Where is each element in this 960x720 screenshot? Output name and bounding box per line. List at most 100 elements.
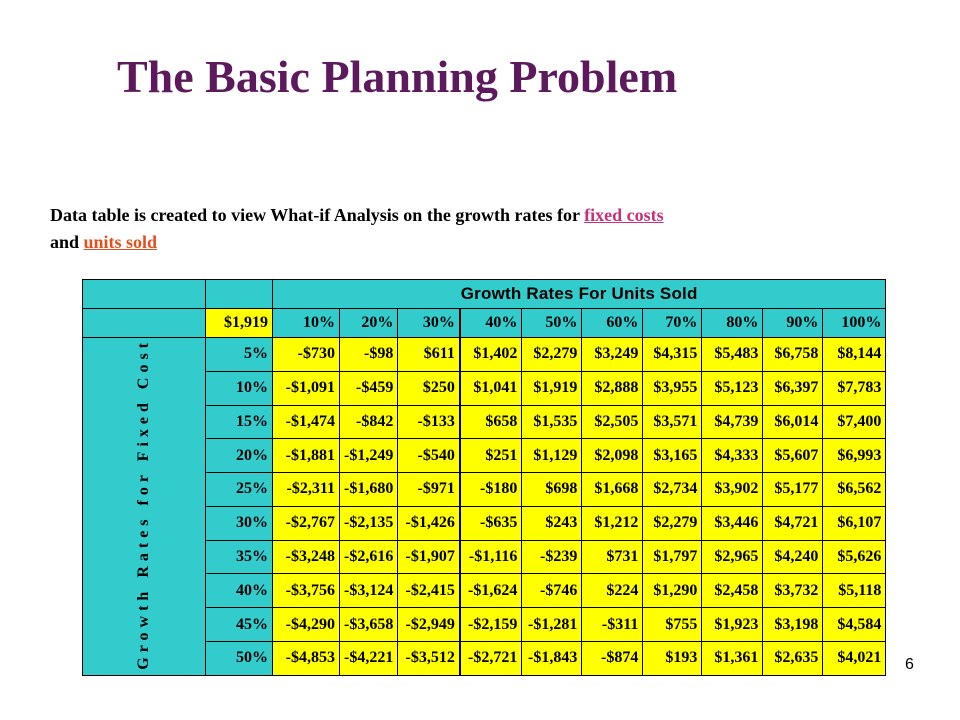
data-cell: $2,279 <box>642 505 703 541</box>
description-text: Data table is created to view What-if An… <box>50 205 585 225</box>
data-cell: -$635 <box>458 505 523 541</box>
col-axis-label: Growth Rates For Units Sold <box>271 279 887 309</box>
units-sold-link[interactable]: units sold <box>83 232 158 252</box>
data-cell: $1,361 <box>701 640 764 676</box>
table-row: Growth Rates for Fixed Cost 5% -$730 -$98 $6… <box>82 337 887 676</box>
data-cell: -$3,512 <box>397 640 461 676</box>
data-cell: -$459 <box>338 370 399 406</box>
blank-corner-cell <box>82 308 206 338</box>
slide-number: 6 <box>905 656 914 673</box>
data-cell: $7,783 <box>822 370 887 406</box>
data-cell: $2,888 <box>581 370 644 406</box>
data-cell: $2,279 <box>521 337 583 372</box>
col-header-cell: 80% <box>701 308 764 338</box>
data-cell: $3,902 <box>701 472 764 507</box>
data-cell: $3,955 <box>642 370 703 406</box>
row-header-cell: 15% <box>205 404 273 440</box>
data-cell: $2,098 <box>581 438 644 474</box>
data-cell: -$842 <box>338 404 399 440</box>
data-cell: $3,249 <box>581 337 644 372</box>
data-cell: -$1,426 <box>397 505 461 541</box>
fixed-costs-link[interactable]: fixed costs <box>584 205 664 225</box>
data-cell: -$971 <box>397 472 461 507</box>
data-cell: -$1,281 <box>521 607 583 642</box>
row-header-cell: 20% <box>205 438 273 474</box>
data-cell: $243 <box>521 505 583 541</box>
data-cell: $1,668 <box>581 472 644 507</box>
data-cell: $1,212 <box>581 505 644 541</box>
data-cell: $5,123 <box>701 370 764 406</box>
data-cell: -$133 <box>397 404 461 440</box>
data-cell: $5,483 <box>701 337 764 372</box>
data-cell: $5,607 <box>762 438 824 474</box>
data-cell: -$4,221 <box>338 640 399 676</box>
corner-value-cell: $1,919 <box>205 308 273 338</box>
data-cell: -$2,159 <box>458 607 523 642</box>
data-cell: -$1,624 <box>458 573 523 609</box>
data-cell: $4,584 <box>822 607 887 642</box>
data-cell: $3,732 <box>762 573 824 609</box>
data-cell: -$311 <box>581 607 644 642</box>
row-header-cell: 45% <box>205 607 273 642</box>
data-cell: -$1,907 <box>397 539 461 575</box>
data-cell: $1,797 <box>642 539 703 575</box>
row-header-cell: 5% <box>205 337 273 372</box>
table-row: 20% -$1,881 -$1,249 -$540 $251 $1,129 $2,098 $3… <box>83 438 887 474</box>
row-axis-label-cell: Growth Rates for Fixed Cost <box>82 337 206 676</box>
table-row: 10% -$1,091 -$459 $250 $1,041 $1,919 $2,888 $3,… <box>83 370 887 406</box>
data-cell: -$2,135 <box>338 505 399 541</box>
description-text-and: and <box>50 232 84 252</box>
data-cell: $5,626 <box>822 539 887 575</box>
col-header-cell: 50% <box>521 308 583 338</box>
table-col-header-row: $1,919 10% 20% 30% 40% 50% 60% 70% 80% 90% 100% <box>82 308 887 338</box>
data-cell: -$180 <box>458 472 523 507</box>
data-cell: $1,041 <box>458 370 523 406</box>
data-cell: -$1,249 <box>338 438 399 474</box>
data-cell: $4,721 <box>762 505 824 541</box>
data-cell: -$540 <box>397 438 461 474</box>
data-cell: $611 <box>397 337 461 372</box>
data-cell: -$2,949 <box>397 607 461 642</box>
data-cell: $6,562 <box>822 472 887 507</box>
table-row: 45% -$4,290 -$3,658 -$2,949 -$2,159 -$1,281 -$… <box>83 607 887 642</box>
data-cell: -$3,756 <box>272 573 340 609</box>
row-header-cell: 30% <box>205 505 273 541</box>
col-header-cell: 90% <box>762 308 824 338</box>
col-header-cell: 20% <box>338 308 399 338</box>
data-cell: -$4,290 <box>272 607 340 642</box>
data-cell: -$2,767 <box>272 505 340 541</box>
row-axis-label: Growth Rates for Fixed Cost <box>135 338 152 670</box>
data-cell: -$1,881 <box>272 438 340 474</box>
col-header-cell: 30% <box>397 308 461 338</box>
data-cell: $755 <box>642 607 703 642</box>
data-cell: -$4,853 <box>272 640 340 676</box>
table-row: 50% -$4,853 -$4,221 -$3,512 -$2,721 -$1,843 -$… <box>83 640 887 676</box>
data-cell: $2,965 <box>701 539 764 575</box>
data-cell: $1,402 <box>458 337 523 372</box>
data-cell: -$1,680 <box>338 472 399 507</box>
data-cell: $1,923 <box>701 607 764 642</box>
data-cell: $658 <box>458 404 523 440</box>
data-cell: $6,397 <box>762 370 824 406</box>
data-cell: -$3,248 <box>272 539 340 575</box>
data-cell: -$1,091 <box>272 370 340 406</box>
data-cell: $250 <box>397 370 461 406</box>
data-cell: $2,458 <box>701 573 764 609</box>
table-row: 40% -$3,756 -$3,124 -$2,415 -$1,624 -$746 $224… <box>83 573 887 609</box>
data-cell: $2,734 <box>642 472 703 507</box>
data-cell: $4,739 <box>701 404 764 440</box>
data-cell: $3,571 <box>642 404 703 440</box>
data-cell: $2,635 <box>762 640 824 676</box>
data-cell: $2,505 <box>581 404 644 440</box>
data-cell: $251 <box>458 438 523 474</box>
data-cell: $5,118 <box>822 573 887 609</box>
data-cell: $1,290 <box>642 573 703 609</box>
table-row: 15% -$1,474 -$842 -$133 $658 $1,535 $2,505 $3,5… <box>83 404 887 440</box>
data-cell: $4,240 <box>762 539 824 575</box>
data-cell: -$2,616 <box>338 539 399 575</box>
data-cell: $4,021 <box>822 640 887 676</box>
data-cell: -$874 <box>581 640 644 676</box>
table-row: 25% -$2,311 -$1,680 -$971 -$180 $698 $1,668 $2,… <box>83 472 887 507</box>
row-header-cell: 10% <box>205 370 273 406</box>
data-cell: -$1,116 <box>458 539 523 575</box>
